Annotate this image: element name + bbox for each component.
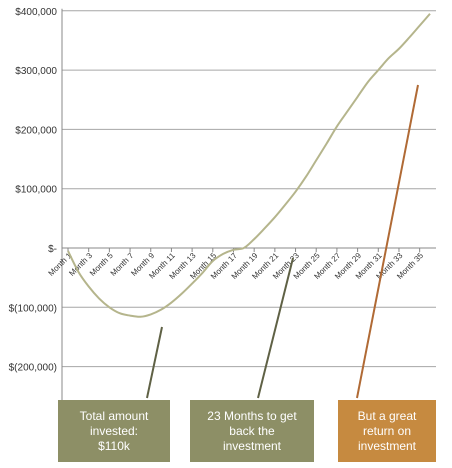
callout-payback-months-text: 23 Months to get back the investment	[207, 408, 297, 453]
y-tick-label: $300,000	[15, 66, 57, 77]
y-tick-label: $100,000	[15, 185, 57, 196]
series-line-path	[67, 13, 431, 318]
y-tick-label: $(100,000)	[9, 303, 57, 314]
callout-great-return: But a great return on investment	[338, 400, 436, 462]
y-tick-label: $200,000	[15, 125, 57, 136]
callout-great-return-text: But a great return on investment	[357, 408, 417, 453]
callout-pointers	[146, 84, 419, 399]
y-tick-label: $400,000	[15, 7, 57, 18]
callout-total-invested-text: Total amount invested: $110k	[79, 408, 149, 453]
y-tick-label: $-	[48, 244, 57, 255]
callout-total-invested: Total amount invested: $110k	[58, 400, 170, 462]
axes	[61, 8, 436, 407]
callout-payback-months: 23 Months to get back the investment	[190, 400, 314, 462]
grid-lines	[62, 10, 436, 368]
y-tick-label: $(200,000)	[9, 363, 57, 374]
callout-pointer-line	[356, 84, 419, 399]
y-tick-labels: $400,000 $300,000 $200,000 $100,000 $- $(100,…	[9, 7, 58, 374]
callout-pointer-line	[146, 326, 163, 399]
series-line	[67, 13, 431, 318]
callout-pointer-line	[257, 257, 294, 399]
